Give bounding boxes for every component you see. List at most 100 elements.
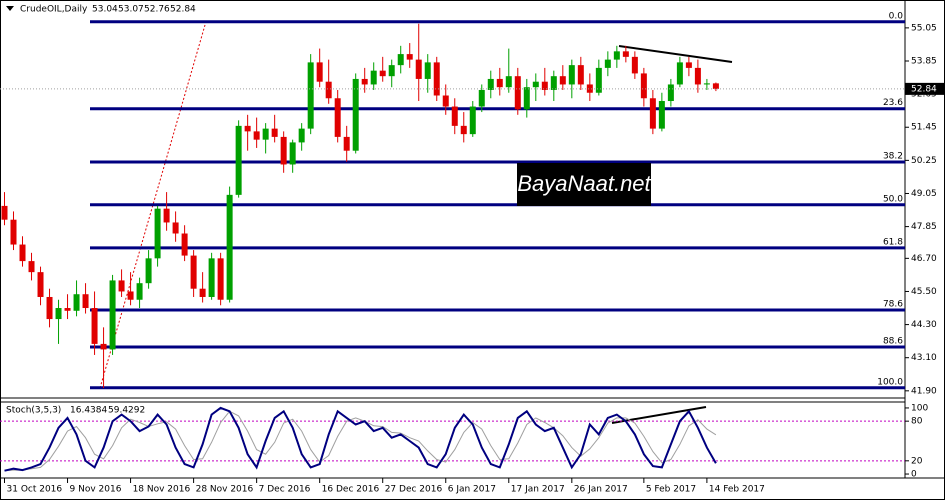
trend-line: [611, 406, 707, 424]
candle-body: [649, 98, 656, 129]
candle-body: [334, 98, 341, 137]
candle-body: [514, 76, 521, 110]
candle-body: [676, 62, 683, 85]
candle-body: [667, 84, 674, 102]
candle-body: [10, 219, 17, 245]
candle-body: [307, 62, 314, 129]
fib-label: 100.0: [877, 377, 903, 387]
fib-label: 0.0: [889, 11, 904, 21]
candle-body: [55, 308, 62, 320]
watermark: BayaNaat.net: [517, 171, 651, 196]
candle-body: [658, 101, 665, 129]
indicator-title: Stoch(3,5,3): [6, 406, 61, 416]
indicator-y-tick-label: 20: [911, 456, 923, 466]
candle-body: [406, 54, 413, 60]
x-tick-label: 18 Nov 2016: [133, 485, 191, 495]
y-tick-label: 46.70: [911, 254, 937, 264]
candle-body: [262, 128, 269, 140]
current-price-label: 52.84: [911, 84, 937, 94]
candle-body: [73, 294, 80, 311]
indicator-main-line: [4, 406, 717, 472]
y-tick-label: 45.50: [911, 287, 937, 297]
candle-body: [595, 67, 602, 93]
fib-label: 38.2: [883, 152, 903, 162]
ohlc-low: 52.76: [144, 5, 170, 15]
indicator-signal-value: 59.4292: [108, 406, 145, 416]
y-tick-label: 47.85: [911, 222, 937, 232]
candle-body: [163, 208, 170, 223]
candle-body: [154, 208, 161, 259]
y-tick-label: 49.05: [911, 189, 937, 199]
candle-body: [370, 70, 377, 85]
candle-body: [433, 62, 440, 96]
candle-body: [37, 272, 44, 297]
indicator-y-tick-label: 100: [911, 403, 928, 413]
candle-body: [541, 81, 548, 90]
current-price-box: [905, 82, 945, 95]
y-tick-label: 41.90: [911, 386, 937, 396]
x-tick-label: 5 Feb 2017: [646, 485, 696, 495]
x-tick-label: 17 Jan 2017: [511, 485, 565, 495]
candle-body: [127, 291, 134, 300]
candle-body: [577, 65, 584, 85]
indicator-y-tick-label: 80: [911, 417, 923, 427]
candle-body: [532, 81, 539, 88]
candle-body: [244, 125, 251, 132]
candle-body: [64, 308, 71, 311]
indicator-main-value: 16.4384: [70, 406, 107, 416]
candle-body: [586, 84, 593, 93]
candle-body: [316, 62, 323, 82]
fib-label: 78.6: [883, 299, 903, 309]
ohlc-open: 53.04: [92, 5, 118, 15]
candle-body: [622, 51, 629, 57]
candle-body: [226, 194, 233, 300]
candle-body: [145, 258, 152, 284]
candle-body: [496, 78, 503, 88]
candle-body: [271, 128, 278, 137]
candle-body: [712, 83, 719, 89]
candle-body: [568, 65, 575, 85]
candle-body: [181, 233, 188, 256]
candle-body: [109, 280, 116, 350]
candle-body: [172, 222, 179, 234]
fib-label: 88.6: [883, 336, 903, 346]
y-tick-label: 53.85: [911, 56, 937, 66]
x-tick-label: 14 Feb 2017: [709, 485, 765, 495]
y-tick-label: 44.30: [911, 320, 937, 330]
candle-body: [559, 76, 566, 85]
candle-body: [694, 67, 701, 85]
watermark-box: [517, 163, 651, 206]
indicator-y-tick-label: 0: [911, 470, 917, 480]
candle-body: [235, 125, 242, 195]
indicator-signal-line: [4, 410, 717, 472]
candle-body: [505, 76, 512, 88]
fib-label: 61.8: [883, 237, 903, 247]
candle-body: [604, 59, 611, 68]
candle-body: [46, 296, 53, 320]
y-tick-label: 55.05: [911, 23, 937, 33]
watermark-group: BayaNaat.net: [517, 163, 652, 206]
fib-label: 23.6: [883, 98, 903, 108]
candle-body: [19, 244, 26, 262]
candle-body: [397, 54, 404, 66]
ohlc-high: 53.07: [118, 5, 144, 15]
candle-body: [415, 59, 422, 79]
candle-body: [190, 255, 197, 289]
candle-body: [253, 131, 260, 140]
candle-body: [28, 261, 35, 273]
x-tick-label: 16 Dec 2016: [322, 485, 380, 495]
x-tick-label: 28 Nov 2016: [196, 485, 254, 495]
candle-body: [469, 106, 476, 135]
candle-body: [343, 136, 350, 151]
candle-body: [451, 106, 458, 126]
chart-menu-icon[interactable]: [6, 6, 14, 11]
x-tick-label: 9 Nov 2016: [70, 485, 122, 495]
y-tick-label: 43.10: [911, 353, 937, 363]
ohlc-close: 52.84: [170, 5, 196, 15]
candle-body: [1, 205, 8, 220]
candle-body: [424, 62, 431, 79]
x-tick-label: 26 Jan 2017: [574, 485, 628, 495]
candle-body: [487, 78, 494, 90]
candle-body: [550, 76, 557, 90]
